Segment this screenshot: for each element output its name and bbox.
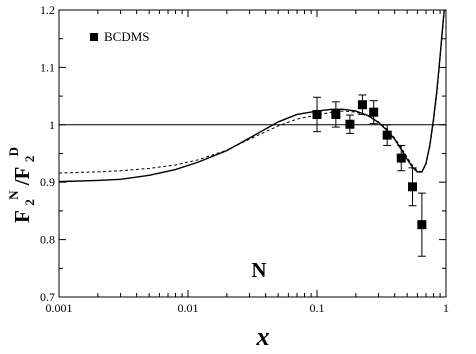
- axes: 0.001 0.01 0.1 1 0.7 0.8 0.9 1 1.1 1.2: [40, 3, 449, 315]
- y-label-slash: /F: [10, 167, 34, 186]
- data-point: [345, 119, 355, 129]
- y-label-sub1: 2: [22, 199, 37, 206]
- x-tick-label: 0.1: [310, 301, 325, 315]
- x-tick-label: 0.001: [46, 301, 73, 315]
- y-label-sup2: D: [6, 147, 21, 156]
- y-label-sup1: N: [6, 190, 21, 200]
- data-point: [382, 130, 392, 140]
- plot-area: [59, 10, 446, 257]
- annotation-n: N: [251, 258, 266, 282]
- legend: BCDMS: [90, 29, 150, 44]
- y-tick-label: 1.1: [40, 60, 55, 74]
- y-axis-label: F 2 N /F 2 D: [0, 147, 39, 223]
- x-axis-label: x: [256, 322, 270, 351]
- data-point: [331, 109, 341, 119]
- plot-frame: [58, 9, 447, 298]
- data-point: [357, 100, 367, 110]
- svg-text:F 2 N: F 2 N /F 2 D: [0, 147, 39, 223]
- x-tick-label: 0.01: [178, 301, 199, 315]
- curve-dashed: [59, 10, 446, 174]
- x-tick-label: 1: [443, 301, 449, 315]
- legend-marker-square: [90, 33, 98, 41]
- data-point: [312, 109, 322, 119]
- y-tick-label: 0.8: [40, 233, 55, 247]
- y-tick-label: 1.2: [40, 3, 55, 17]
- data-point: [408, 182, 418, 192]
- data-point: [369, 107, 379, 117]
- y-tick-label: 0.7: [40, 290, 55, 304]
- y-label-base1: F: [10, 211, 34, 223]
- data-point: [396, 153, 406, 163]
- data-point: [417, 220, 427, 230]
- labels: x F 2 N /F 2 D N: [0, 147, 270, 351]
- y-tick-label: 0.9: [40, 175, 55, 189]
- legend-label-bcdms: BCDMS: [104, 29, 150, 44]
- y-label-sub2: 2: [22, 156, 37, 163]
- y-tick-label: 1: [49, 118, 55, 132]
